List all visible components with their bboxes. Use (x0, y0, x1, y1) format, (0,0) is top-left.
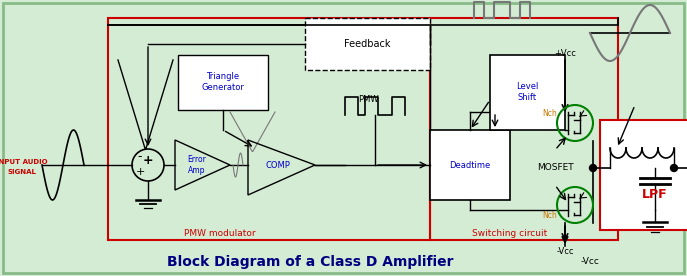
Text: -Vcc: -Vcc (581, 258, 600, 267)
Text: Triangle
Generator: Triangle Generator (201, 72, 245, 92)
Text: +: + (135, 167, 145, 177)
Text: Nch: Nch (542, 108, 557, 118)
Text: PMW modulator: PMW modulator (184, 229, 256, 238)
Text: Block Diagram of a Class D Amplifier: Block Diagram of a Class D Amplifier (167, 255, 453, 269)
Text: LPF: LPF (642, 189, 668, 201)
Text: -: - (138, 150, 142, 163)
Text: Nch: Nch (542, 211, 557, 219)
Bar (178, 55, 268, 110)
Text: MOSFET: MOSFET (537, 163, 574, 172)
Text: +: + (143, 153, 153, 166)
Text: Switching circuit: Switching circuit (473, 229, 548, 238)
Bar (430, 18, 618, 240)
Bar (600, 120, 687, 230)
Circle shape (589, 164, 596, 171)
Text: -Vcc: -Vcc (556, 248, 574, 256)
Bar (108, 18, 430, 240)
Text: Level
Shift: Level Shift (516, 82, 538, 102)
Text: INPUT AUDIO: INPUT AUDIO (0, 159, 48, 165)
Bar (430, 130, 510, 200)
Bar (490, 55, 565, 130)
Text: COMP: COMP (266, 161, 291, 169)
Circle shape (671, 164, 677, 171)
Text: Deadtime: Deadtime (449, 161, 491, 169)
Text: +Vcc: +Vcc (554, 49, 576, 57)
Text: Error
Amp: Error Amp (188, 155, 206, 175)
Text: SIGNAL: SIGNAL (8, 169, 36, 175)
Text: Feedback: Feedback (344, 39, 390, 49)
Text: PMW: PMW (358, 95, 379, 105)
Bar (305, 18, 430, 70)
